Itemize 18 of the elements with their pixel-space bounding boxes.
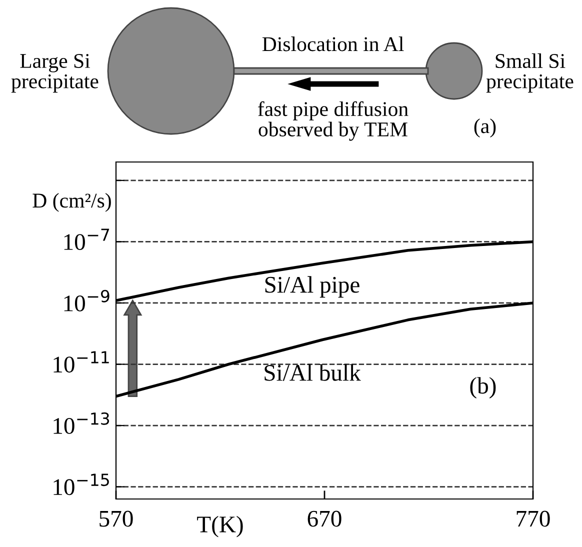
- y-tick-label: 10$^{−13}$: [54, 412, 110, 434]
- x-tick-label: 670: [308, 510, 342, 527]
- text: Dislocation in Al: [262, 36, 404, 52]
- text: fast pipe diffusion observed by TEM: [258, 101, 408, 141]
- series-label: Si/Al bulk: [264, 364, 361, 381]
- y-tick-label: 10$^{−7}$: [64, 228, 110, 250]
- x-axis-title: T(K): [197, 516, 243, 538]
- series-label: Si/Al pipe: [265, 276, 360, 298]
- text: Large Si precipitate: [11, 54, 98, 93]
- x-tick-label: 770: [516, 510, 550, 527]
- annotation: (b): [470, 377, 496, 398]
- y-axis-title: D (cm²/s): [32, 192, 111, 212]
- text: (a): [474, 118, 496, 138]
- y-tick-label: 10$^{−9}$: [64, 290, 110, 312]
- x-tick-label: 570: [100, 510, 133, 527]
- text: Small Si precipitate: [486, 53, 574, 93]
- y-tick-label: 10$^{−15}$: [54, 474, 109, 496]
- y-tick-label: 10$^{−11}$: [54, 351, 109, 373]
